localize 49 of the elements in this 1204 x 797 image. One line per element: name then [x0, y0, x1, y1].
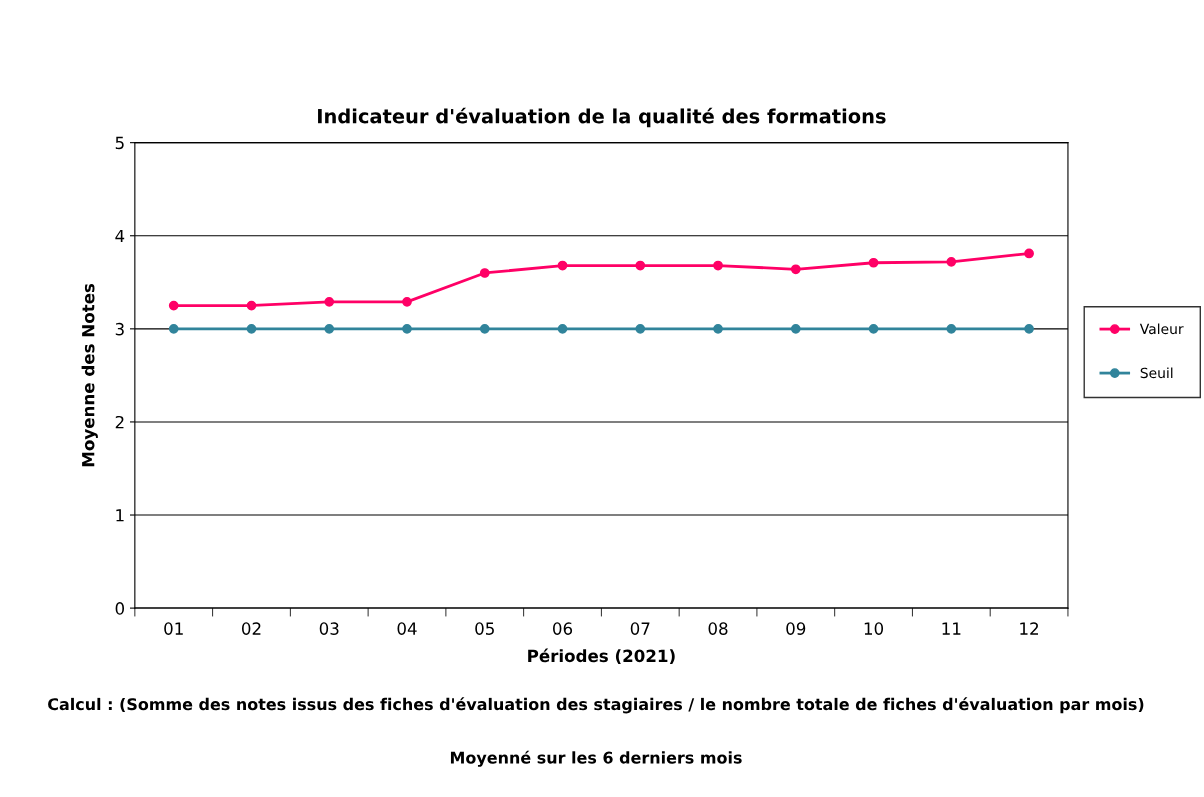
x-tick-label: 01 [164, 622, 183, 635]
x-tick-label: 11 [942, 622, 961, 635]
chart-title: Indicateur d'évaluation de la qualité des formations [318, 107, 886, 128]
point [557, 323, 568, 334]
x-tick-label: 12 [1020, 622, 1038, 635]
y-axis-title: Moyenne des Notes [81, 283, 98, 467]
legend-label: Seuil [1140, 367, 1173, 379]
text: Moyenné sur les 6 derniers mois [450, 750, 742, 767]
point [868, 323, 879, 334]
y-tick-label: 0 [115, 602, 125, 615]
point [790, 264, 801, 275]
point [635, 260, 646, 271]
y-tick-label: 5 [115, 136, 124, 150]
point [946, 323, 957, 334]
x-tick-label: 07 [630, 622, 650, 635]
y-tick-label: 1 [116, 509, 124, 522]
point [402, 296, 412, 307]
point [713, 323, 723, 334]
point [868, 257, 879, 268]
point [790, 323, 801, 334]
point [324, 296, 335, 307]
point [557, 260, 568, 271]
point [946, 256, 957, 267]
point [479, 323, 490, 334]
x-tick-label: 08 [708, 622, 728, 635]
point [168, 300, 179, 311]
point [168, 323, 179, 334]
y-tick-label: 2 [115, 415, 124, 429]
point [246, 300, 257, 311]
point [324, 323, 335, 334]
point [713, 260, 723, 271]
x-axis-title: Périodes (2021) [528, 648, 675, 665]
y-tick-label: 3 [115, 322, 124, 336]
x-tick-label: 06 [553, 622, 573, 635]
point [479, 268, 490, 278]
x-tick-label: 02 [241, 622, 261, 635]
x-tick-label: 10 [864, 622, 884, 635]
point [1024, 323, 1034, 334]
x-tick-label: 03 [319, 622, 339, 635]
point [1024, 248, 1034, 259]
point [402, 323, 412, 334]
text: Calcul : (Somme des notes issus des fiches d'évaluation des stagiaires / le nombre totale de fiches d'évaluation par mois) [48, 697, 1144, 714]
legend-label: Valeur [1139, 323, 1184, 335]
point [246, 323, 257, 334]
x-tick-label: 04 [397, 622, 417, 635]
y-tick-label: 4 [115, 229, 125, 243]
x-tick-label: 05 [475, 622, 494, 635]
x-tick-label: 09 [786, 622, 806, 635]
point [635, 323, 646, 334]
